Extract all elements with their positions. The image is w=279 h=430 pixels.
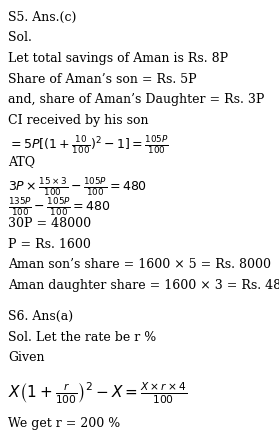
Text: $\frac{135P}{100}-\frac{105P}{100}=480$: $\frac{135P}{100}-\frac{105P}{100}=480$ bbox=[8, 197, 111, 218]
Text: Let total savings of Aman is Rs. 8P: Let total savings of Aman is Rs. 8P bbox=[8, 52, 229, 65]
Text: CI received by his son: CI received by his son bbox=[8, 114, 149, 127]
Text: ATQ: ATQ bbox=[8, 155, 35, 168]
Text: Sol.: Sol. bbox=[8, 31, 32, 44]
Text: Share of Aman’s son = Rs. 5P: Share of Aman’s son = Rs. 5P bbox=[8, 73, 197, 86]
Text: Given: Given bbox=[8, 351, 45, 364]
Text: Aman daughter share = 1600 × 3 = Rs. 4800: Aman daughter share = 1600 × 3 = Rs. 480… bbox=[8, 279, 279, 292]
Text: S5. Ans.(c): S5. Ans.(c) bbox=[8, 11, 77, 24]
Text: Sol. Let the rate be r %: Sol. Let the rate be r % bbox=[8, 331, 157, 344]
Text: $3P\times\frac{15\times3}{100}-\frac{105P}{100}=480$: $3P\times\frac{15\times3}{100}-\frac{105… bbox=[8, 176, 148, 198]
Text: 30P = 48000: 30P = 48000 bbox=[8, 217, 92, 230]
Text: and, share of Aman’s Daughter = Rs. 3P: and, share of Aman’s Daughter = Rs. 3P bbox=[8, 93, 265, 106]
Text: Aman son’s share = 1600 × 5 = Rs. 8000: Aman son’s share = 1600 × 5 = Rs. 8000 bbox=[8, 258, 271, 271]
Text: $X\left(1+\frac{r}{100}\right)^{2}-X=\frac{X\times r\times4}{100}$: $X\left(1+\frac{r}{100}\right)^{2}-X=\fr… bbox=[8, 380, 187, 406]
Text: We get r = 200 %: We get r = 200 % bbox=[8, 418, 121, 430]
Text: $=5P[(1+\frac{10}{100})^{2}-1]=\frac{105P}{100}$: $=5P[(1+\frac{10}{100})^{2}-1]=\frac{105… bbox=[8, 135, 169, 157]
Text: S6. Ans(a): S6. Ans(a) bbox=[8, 310, 73, 323]
Text: P = Rs. 1600: P = Rs. 1600 bbox=[8, 238, 91, 251]
